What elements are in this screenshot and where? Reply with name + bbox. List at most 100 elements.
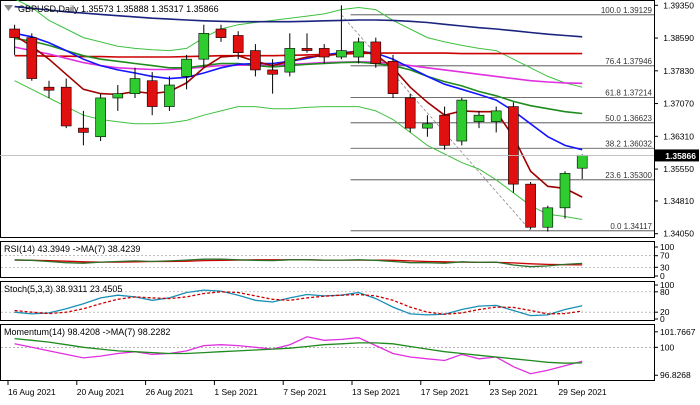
rsi-tick-label: 100 xyxy=(660,242,674,252)
candle-body xyxy=(215,28,227,38)
candle-body xyxy=(576,154,588,169)
fib-level-label: 38.2 1.36032 xyxy=(605,139,652,148)
momentum-tick-label: 100 xyxy=(660,342,674,352)
stoch-pane-frame xyxy=(0,281,655,321)
price-tick-label: 1.38590 xyxy=(663,33,694,43)
current-price-label: 1.35866 xyxy=(665,151,696,161)
momentum-pane: 101.7667 100 96.8268 xyxy=(1,327,696,380)
candle-body xyxy=(78,127,89,133)
candle xyxy=(473,110,485,129)
candle-body xyxy=(439,114,450,146)
candle xyxy=(439,106,450,150)
candle-body xyxy=(129,78,141,94)
fib-level-label: 100.0 1.39129 xyxy=(601,6,653,15)
candle xyxy=(284,33,296,77)
symbol-marker-icon xyxy=(4,5,13,11)
rsi-tick-label: 0 xyxy=(660,271,665,281)
candle xyxy=(164,76,175,111)
candle-body xyxy=(508,106,519,185)
chart-title: GBPUSD,Daily 1.35573 1.35888 1.35317 1.3… xyxy=(18,4,219,14)
momentum-pane-frame xyxy=(0,324,655,381)
momentum-tick-label: 101.7667 xyxy=(660,327,696,337)
candle xyxy=(456,97,468,146)
price-tick-label: 1.37070 xyxy=(663,99,694,109)
stoch-tick-label: 80 xyxy=(660,287,670,297)
candle-body xyxy=(9,28,20,38)
time-tick-label: 17 Sep 2021 xyxy=(421,387,469,397)
candle-body xyxy=(387,61,399,94)
current-price-tag: 1.35866 xyxy=(0,149,699,162)
candle xyxy=(404,93,416,133)
moving-average-line xyxy=(14,34,583,198)
momentum-series-line xyxy=(14,336,583,375)
stoch-tick-label: 20 xyxy=(660,307,670,317)
candle-body xyxy=(112,93,124,99)
bollinger-layer xyxy=(14,0,583,220)
candle-body xyxy=(525,183,536,228)
moving-average-layer xyxy=(14,5,583,198)
rsi-tick-label: 30 xyxy=(660,262,670,272)
rsi-pane-frame xyxy=(0,241,655,278)
candle-body xyxy=(370,41,382,64)
bollinger-upper-line xyxy=(15,0,583,88)
rsi-title: RSI(14) 43.3949 ->MA(7) 38.4239 xyxy=(4,244,140,254)
candle-body xyxy=(181,58,192,77)
stoch-tick-label: 0 xyxy=(660,314,665,324)
candle-body xyxy=(267,69,278,75)
candle-body xyxy=(301,48,313,51)
time-tick-label: 7 Sep 2021 xyxy=(283,387,327,397)
candle xyxy=(129,67,141,98)
candle xyxy=(542,205,554,232)
candle xyxy=(525,181,536,230)
current-price-badge xyxy=(655,149,699,162)
candle-body xyxy=(164,84,175,107)
candle xyxy=(95,93,106,142)
fib-level-label: 61.8 1.37214 xyxy=(605,88,652,97)
candle-body xyxy=(559,173,571,209)
candle xyxy=(301,33,313,53)
candle xyxy=(250,44,261,77)
candle-body xyxy=(198,33,210,60)
candle-body xyxy=(353,41,364,58)
time-tick-label: 23 Sep 2021 xyxy=(490,387,538,397)
candle xyxy=(576,154,588,179)
price-axis: 1.39350 1.38590 1.37830 1.37070 1.36310 1.355… xyxy=(654,0,694,239)
bollinger-lower-line xyxy=(14,80,583,220)
moving-average-line xyxy=(14,37,583,115)
candle xyxy=(559,171,571,219)
candle-body xyxy=(456,99,468,142)
candle xyxy=(146,72,158,116)
fib-level-label: 76.4 1.37946 xyxy=(605,57,652,66)
time-tick-label: 13 Sep 2021 xyxy=(352,387,400,397)
candle xyxy=(490,106,502,133)
fib-level-label: 50.0 1.36623 xyxy=(605,114,652,123)
stoch-title: Stoch(5,3,3) 38.9311 23.4505 xyxy=(4,284,122,294)
candle-body xyxy=(490,110,502,122)
price-tick-label: 1.36310 xyxy=(663,131,694,141)
candle-body xyxy=(26,37,38,79)
momentum-tick-label: 96.8268 xyxy=(660,370,691,380)
candle-body xyxy=(146,80,158,107)
candle xyxy=(26,33,38,81)
candle xyxy=(387,54,399,98)
momentum-title: Momentum(14) 98.4208 ->MA(7) 98.2282 xyxy=(4,327,170,337)
candle-body xyxy=(60,86,72,127)
rsi-tick-label: 70 xyxy=(660,251,670,261)
candle-body xyxy=(336,50,347,58)
moving-average-line xyxy=(14,52,583,58)
candle-body xyxy=(422,123,433,129)
candle xyxy=(215,24,227,42)
candle xyxy=(370,37,382,68)
price-tick-label: 1.34050 xyxy=(663,229,694,239)
stoch-series-line xyxy=(14,289,583,317)
stoch-series-line xyxy=(14,291,583,315)
moving-average-line xyxy=(14,5,583,38)
price-tick-label: 1.35550 xyxy=(663,164,694,174)
candle-body xyxy=(542,207,554,228)
time-tick-label: 1 Sep 2021 xyxy=(214,387,258,397)
candle xyxy=(508,102,519,193)
price-tick-label: 1.37830 xyxy=(663,66,694,76)
price-tick-label: 1.34810 xyxy=(663,196,694,206)
